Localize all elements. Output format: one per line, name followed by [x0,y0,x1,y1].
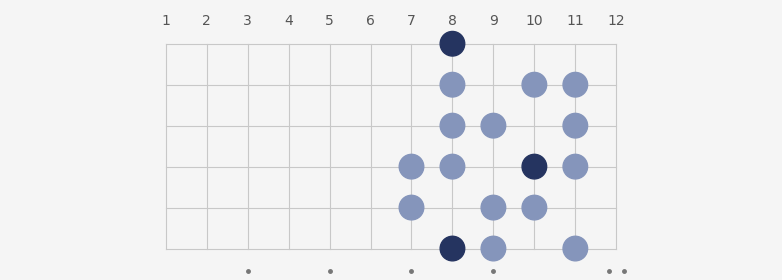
Circle shape [440,73,465,97]
Text: 3: 3 [243,14,252,28]
Text: 11: 11 [566,14,584,28]
Circle shape [481,113,506,138]
Circle shape [399,154,424,179]
Circle shape [481,195,506,220]
Circle shape [563,154,587,179]
Circle shape [440,113,465,138]
Circle shape [522,73,547,97]
Circle shape [522,154,547,179]
Circle shape [563,113,587,138]
Circle shape [563,236,587,261]
Circle shape [440,236,465,261]
Circle shape [440,154,465,179]
Text: 5: 5 [325,14,334,28]
Text: 2: 2 [203,14,211,28]
Circle shape [563,73,587,97]
Text: 8: 8 [448,14,457,28]
Text: 6: 6 [366,14,375,28]
Text: 12: 12 [608,14,625,28]
Circle shape [481,236,506,261]
Circle shape [440,31,465,56]
Circle shape [399,195,424,220]
Text: 1: 1 [161,14,170,28]
Circle shape [522,195,547,220]
Text: 4: 4 [284,14,293,28]
Text: 10: 10 [526,14,543,28]
Text: 9: 9 [489,14,498,28]
Text: 7: 7 [407,14,416,28]
